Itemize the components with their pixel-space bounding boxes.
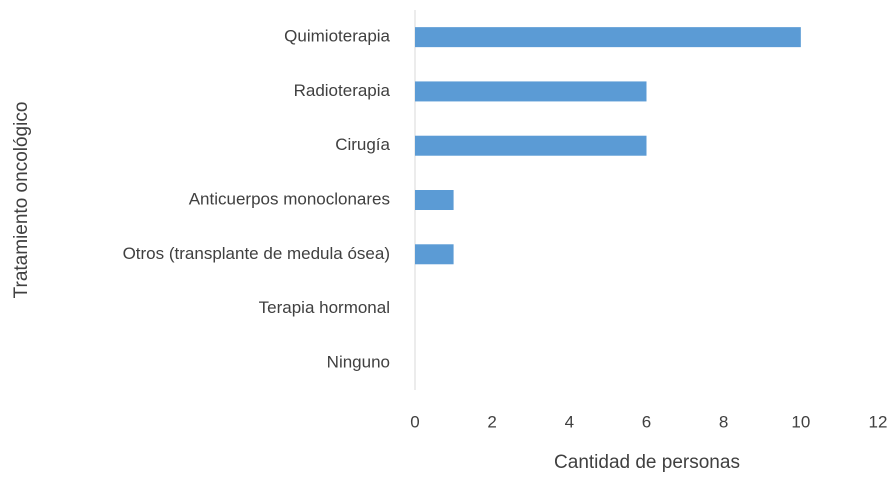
y-tick-label: Quimioterapia — [284, 27, 390, 46]
bar — [415, 27, 801, 48]
x-tick-label: 2 — [487, 412, 496, 431]
y-axis-title: Tratamiento oncológico — [11, 102, 32, 299]
y-tick-label: Cirugía — [335, 135, 390, 154]
x-axis-title: Cantidad de personas — [554, 452, 740, 473]
y-tick-label: Ninguno — [327, 352, 390, 371]
bar — [415, 81, 647, 102]
x-tick-label: 4 — [565, 412, 574, 431]
bar — [415, 244, 454, 265]
y-tick-label: Anticuerpos monoclonares — [189, 189, 390, 208]
x-tick-label: 0 — [410, 412, 419, 431]
bar — [415, 135, 647, 156]
y-tick-label: Radioterapia — [294, 81, 391, 100]
bar — [415, 190, 454, 210]
x-tick-label: 6 — [642, 412, 651, 431]
y-tick-label: Otros (transplante de medula ósea) — [123, 244, 390, 263]
y-tick-label: Terapia hormonal — [259, 298, 390, 317]
x-tick-label: 8 — [719, 412, 728, 431]
x-tick-label: 10 — [791, 412, 810, 431]
x-tick-label: 12 — [869, 412, 888, 431]
